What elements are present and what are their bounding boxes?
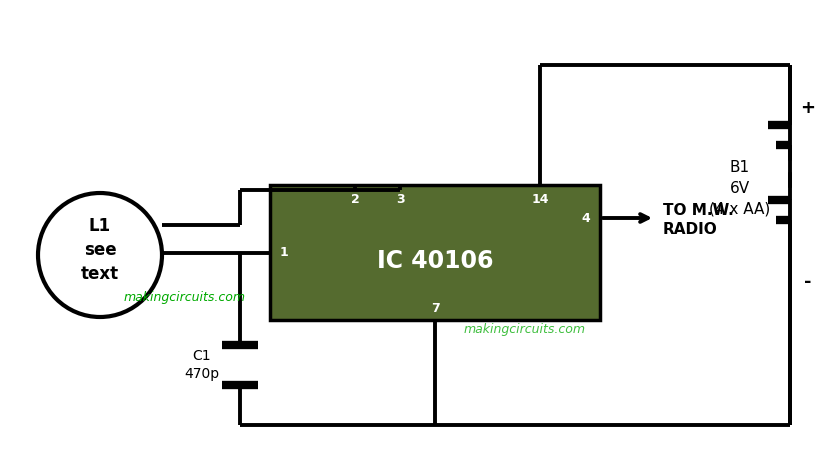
Text: makingcircuits.com: makingcircuits.com <box>124 291 246 305</box>
Text: C1
470p: C1 470p <box>184 349 220 381</box>
Text: makingcircuits.com: makingcircuits.com <box>464 323 586 337</box>
Text: -: - <box>804 273 812 291</box>
Text: 4: 4 <box>582 212 590 225</box>
Text: TO M.W.
RADIO: TO M.W. RADIO <box>663 203 734 237</box>
Text: 7: 7 <box>431 301 439 314</box>
Bar <box>270 185 600 320</box>
Circle shape <box>38 193 162 317</box>
Text: IC 40106: IC 40106 <box>377 249 494 273</box>
Text: 3: 3 <box>396 193 404 205</box>
Text: B1
6V
(4 x AA): B1 6V (4 x AA) <box>710 159 771 217</box>
Text: 14: 14 <box>531 193 549 205</box>
Text: +: + <box>800 99 815 117</box>
Text: L1
see
text: L1 see text <box>81 218 119 282</box>
Text: 1: 1 <box>280 246 289 259</box>
Text: 2: 2 <box>350 193 360 205</box>
